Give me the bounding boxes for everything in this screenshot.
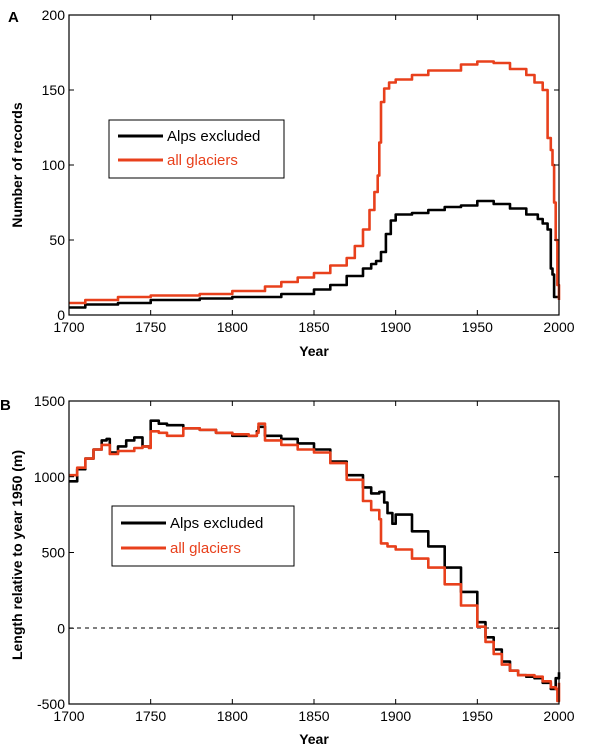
panel-b: B 1700 1750 1800 1850 1900 1950 2000 -50005001… <box>0 393 575 747</box>
panel-b-legend-label-alps-excluded: Alps excluded <box>170 515 263 532</box>
panel-a-x-tick-label: 1700 <box>53 319 84 335</box>
panel-b-x-tick-label: 1750 <box>135 708 166 724</box>
panel-a-y-tick-label: 0 <box>57 307 65 323</box>
panel-b-y-tick-label: 1000 <box>34 469 65 485</box>
panel-a-series-all-glaciers <box>69 60 561 305</box>
panel-b-legend: Alps excluded all glaciers <box>111 505 295 567</box>
panel-a-x-tick-label: 1800 <box>217 319 248 335</box>
panel-a-y-tick-label: 200 <box>42 7 66 23</box>
panel-b-y-tick-label: 1500 <box>34 393 65 409</box>
panel-b-y-ticks: -500 0 500 1000 1500 <box>34 393 559 712</box>
panel-a-x-tick-label: 1950 <box>462 319 493 335</box>
panel-b-y-tick-label: -500 <box>37 696 65 712</box>
panel-b-x-tick-label: 1900 <box>380 708 411 724</box>
panel-a-y-tick-label: 150 <box>42 82 66 98</box>
panel-b-legend-frame <box>111 505 295 567</box>
panel-a-x-axis-label: Year <box>299 343 329 359</box>
panel-a-x-ticks: 1700 1750 1800 1850 1900 1950 2000 <box>53 15 575 335</box>
panel-b-y-tick-label: 500 <box>42 545 66 561</box>
panel-a-x-tick-label: 2000 <box>543 319 574 335</box>
panel-a-legend: Alps excluded all glaciers <box>108 119 285 179</box>
panel-b-legend-label-all-glaciers: all glaciers <box>170 540 241 557</box>
panel-b-series <box>69 419 561 703</box>
panel-a-legend-frame <box>108 119 285 179</box>
panel-a-legend-label-alps-excluded: Alps excluded <box>167 128 260 145</box>
panel-b-y-tick-label: 0 <box>57 620 65 636</box>
panel-b-x-tick-label: 1950 <box>462 708 493 724</box>
panel-b-x-tick-label: 1850 <box>298 708 329 724</box>
panel-b-x-tick-label: 2000 <box>543 708 574 724</box>
panel-b-x-tick-label: 1800 <box>217 708 248 724</box>
panel-a-legend-label-all-glaciers: all glaciers <box>167 152 238 169</box>
panel-a: A 1700 1750 1800 1850 1900 1950 2000 0 50 100 150… <box>8 7 575 359</box>
panel-a-series-alps-excluded <box>69 199 559 309</box>
panel-b-x-axis-label: Year <box>299 731 329 747</box>
panel-a-x-tick-label: 1850 <box>298 319 329 335</box>
panel-b-y-axis-label: Length relative to year 1950 (m) <box>9 450 25 660</box>
panel-a-x-tick-label: 1900 <box>380 319 411 335</box>
panel-a-x-tick-label: 1750 <box>135 319 166 335</box>
panel-b-series-all-glaciers <box>69 422 561 703</box>
panel-b-x-ticks: 1700 1750 1800 1850 1900 1950 2000 <box>53 401 575 724</box>
panel-label-b: B <box>0 397 11 414</box>
panel-a-y-tick-label: 50 <box>49 232 65 248</box>
panel-b-x-tick-label: 1700 <box>53 708 84 724</box>
panel-label-a: A <box>8 9 19 26</box>
panel-a-y-axis-label: Number of records <box>9 102 25 227</box>
panel-a-y-tick-label: 100 <box>42 157 66 173</box>
panel-a-y-ticks: 0 50 100 150 200 <box>42 7 559 323</box>
panel-a-series <box>69 60 561 309</box>
